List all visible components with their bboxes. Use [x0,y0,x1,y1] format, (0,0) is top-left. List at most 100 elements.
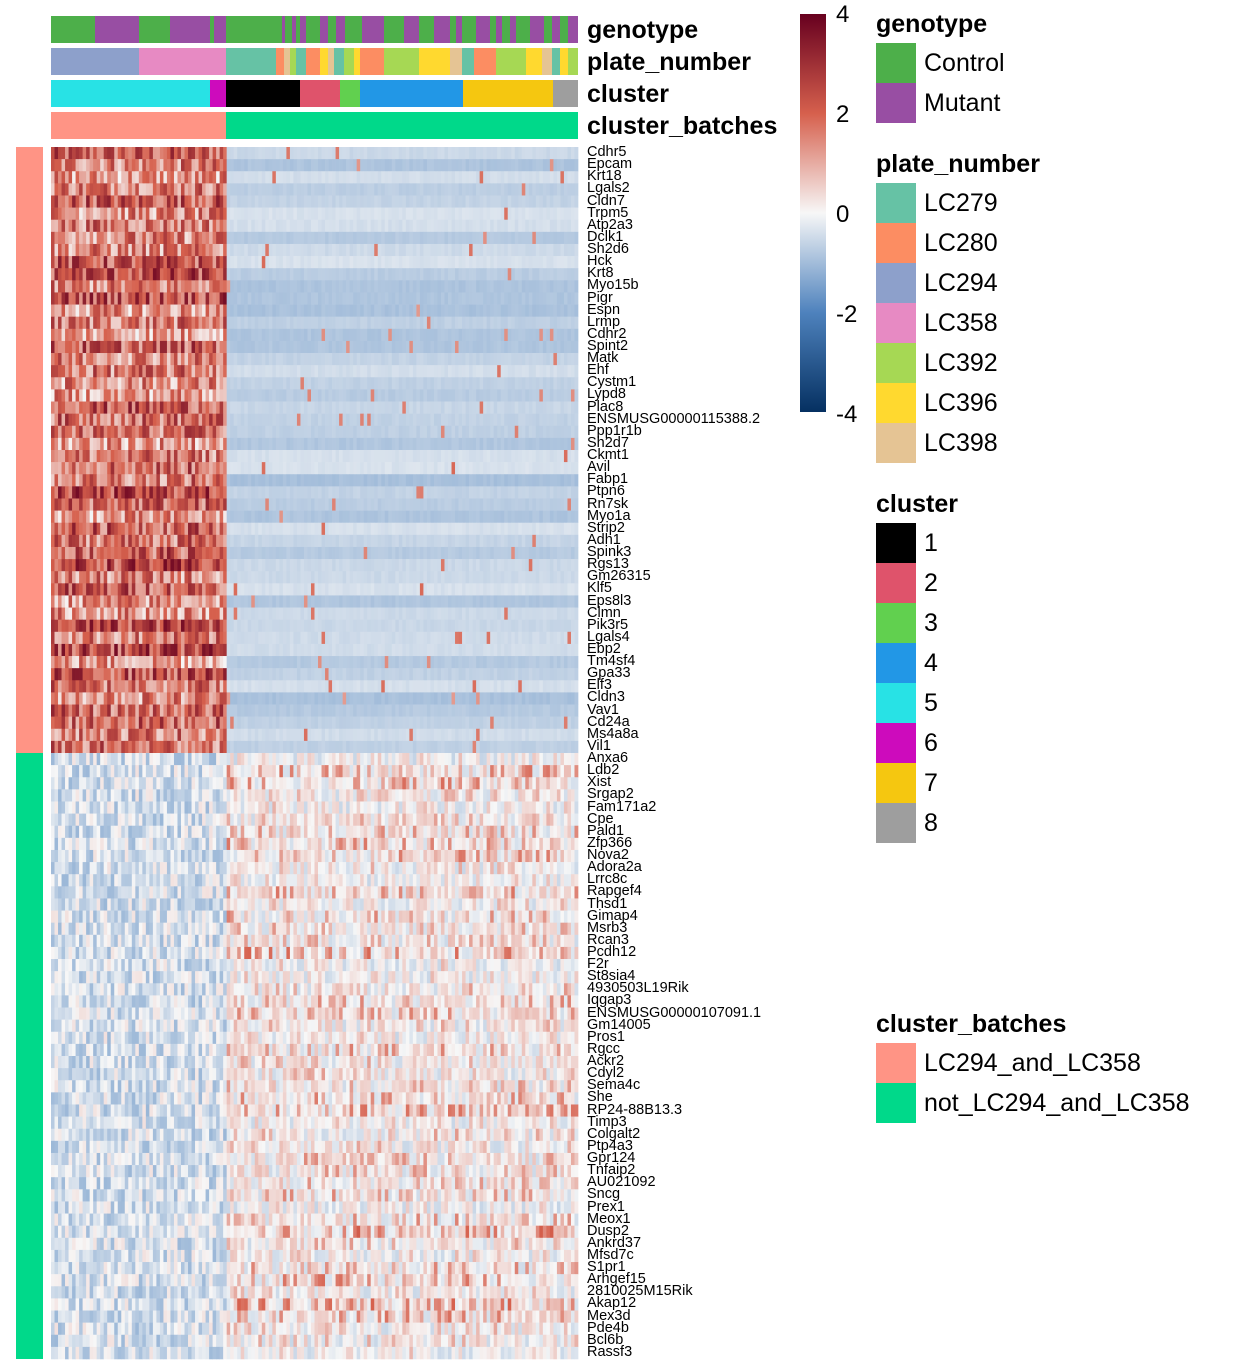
heatmap-cell [237,280,242,293]
heatmap-cell [223,462,228,475]
heatmap-cell [191,256,196,269]
heatmap-cell [216,183,220,196]
heatmap-cell [121,219,126,233]
heatmap-cell [451,486,456,499]
heatmap-cell [469,268,473,281]
heatmap-cell [349,280,354,293]
heatmap-cell [356,256,361,269]
heatmap-cell [265,328,270,342]
heatmap-cell [303,268,308,281]
heatmap-cell [384,171,389,184]
heatmap-cell [560,304,565,317]
heatmap-cell [433,510,438,524]
heatmap-cell [444,256,449,269]
heatmap-cell [514,389,519,402]
heatmap-cell [191,304,196,317]
heatmap-cell [170,365,175,378]
heatmap-cell [528,377,533,390]
heatmap-cell [563,159,568,172]
heatmap-cell [346,437,350,451]
heatmap-cell [82,207,87,221]
heatmap-cell [402,280,407,293]
heatmap-cell [405,474,410,487]
heatmap-cell [258,534,263,548]
heatmap-cell [275,450,280,463]
heatmap-cell [180,450,185,463]
heatmap-cell [254,534,259,548]
heatmap-cell [437,159,442,172]
heatmap-cell [293,425,298,439]
heatmap-cell [395,195,400,208]
heatmap-cell [402,171,407,184]
heatmap-cell [198,183,203,196]
heatmap-cell [423,268,428,281]
heatmap-row [51,389,579,402]
heatmap-cell [335,268,340,281]
heatmap-cell [444,328,449,342]
heatmap-cell [546,256,551,269]
heatmap-cell [279,462,284,475]
heatmap-cell [514,195,519,208]
heatmap-cell [314,256,319,269]
heatmap-cell [198,219,203,233]
heatmap-cell [265,316,270,330]
heatmap-cell [184,328,189,342]
heatmap-cell [423,256,428,269]
heatmap-cell [188,534,192,548]
heatmap-cell [51,183,55,196]
heatmap-cell [240,437,245,451]
heatmap-cell [114,353,119,366]
heatmap-cell [567,195,572,208]
heatmap-cell [247,401,252,414]
heatmap-cell [339,365,343,378]
heatmap-cell [188,219,192,233]
heatmap-cell [272,292,277,305]
heatmap-cell [265,231,270,245]
heatmap-cell [89,183,94,196]
heatmap-cell [247,462,252,475]
heatmap-cell [493,231,498,245]
heatmap-cell [107,534,112,548]
heatmap-cell [402,183,407,196]
heatmap-cell [493,256,498,269]
genotype-segment [214,16,226,43]
heatmap-cell [244,365,249,378]
heatmap-cell [145,474,150,487]
heatmap-cell [124,147,129,160]
heatmap-cell [314,389,319,402]
heatmap-cell [458,292,463,305]
heatmap-cell [542,159,547,172]
heatmap-cell [268,147,273,160]
heatmap-cell [275,353,280,366]
heatmap-cell [54,316,59,330]
heatmap-cell [388,231,393,245]
heatmap-cell [360,510,365,524]
heatmap-cell [117,207,122,221]
heatmap-cell [490,195,495,208]
heatmap-cell [289,219,294,233]
heatmap-cell [142,474,147,487]
heatmap-cell [142,171,147,184]
heatmap-cell [465,256,470,269]
heatmap-cell [212,353,217,366]
heatmap-cell [504,171,509,184]
heatmap-cell [72,353,76,366]
heatmap-cell [156,256,161,269]
heatmap-cell [75,377,80,390]
heatmap-cell [289,243,294,257]
heatmap-cell [233,304,238,317]
heatmap-cell [233,171,238,184]
heatmap-cell [363,243,368,257]
heatmap-cell [61,159,66,172]
heatmap-cell [465,328,470,342]
heatmap-cell [370,243,375,257]
heatmap-cell [469,256,473,269]
heatmap-cell [93,304,98,317]
heatmap-cell [296,159,301,172]
heatmap-cell [240,304,245,317]
heatmap-cell [370,365,375,378]
heatmap-cell [409,401,414,414]
heatmap-cell [152,437,157,451]
heatmap-cell [574,450,579,463]
heatmap-cell [75,498,80,511]
